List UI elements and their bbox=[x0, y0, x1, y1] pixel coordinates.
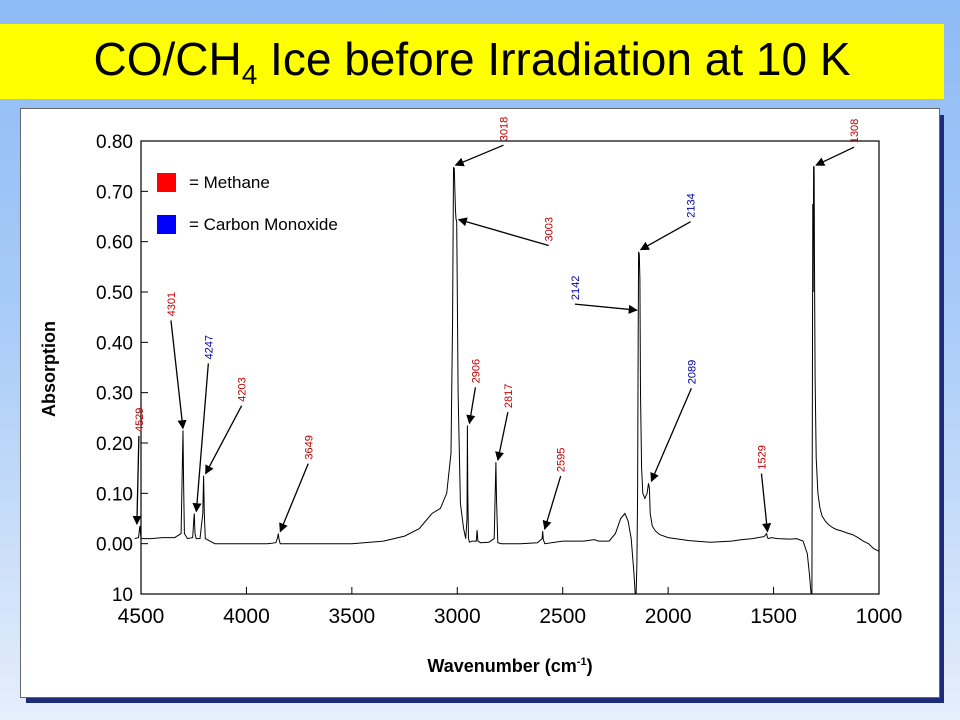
annotation-arrow bbox=[279, 463, 309, 533]
y-tick-label: 0.80 bbox=[96, 132, 133, 153]
spectrum-chart: 10 0.00 0.10 0.20 0.30 0.40 0.50 0.60 0.70 0.80 4… bbox=[39, 117, 903, 676]
x-tick-label: 3500 bbox=[328, 605, 375, 628]
y-tick-label: 0.30 bbox=[96, 384, 133, 405]
plot-frame bbox=[140, 140, 880, 595]
annotation-label: 4301 bbox=[166, 292, 178, 316]
annotation-label: 3649 bbox=[303, 435, 315, 459]
x-tick-label: 4500 bbox=[118, 605, 165, 628]
x-tick-label: 1500 bbox=[750, 605, 797, 628]
x-tick-label: 2500 bbox=[539, 605, 586, 628]
x-tick-label: 4000 bbox=[223, 605, 270, 628]
y-tick-label: 0.50 bbox=[96, 283, 133, 304]
annotation-arrow bbox=[454, 144, 504, 167]
title-subscript: 4 bbox=[241, 59, 258, 90]
y-axis-label: Absorption bbox=[39, 321, 59, 417]
annotation-arrow bbox=[574, 303, 638, 314]
spectrum-line bbox=[134, 165, 880, 595]
annotation-arrow bbox=[466, 387, 477, 425]
legend-label-methane: = Methane bbox=[189, 173, 270, 192]
x-tick-label: 1000 bbox=[856, 605, 903, 628]
annotation-arrow bbox=[542, 475, 562, 530]
legend-swatch-methane bbox=[157, 173, 176, 192]
annotation-label: 2817 bbox=[503, 384, 515, 408]
y-tick-label: 0.00 bbox=[96, 535, 133, 556]
annotation-label: 1308 bbox=[849, 119, 861, 143]
annotation-arrow bbox=[495, 411, 509, 462]
annotation-label: 4203 bbox=[237, 377, 249, 401]
annotation-arrow bbox=[132, 436, 142, 525]
annotation-arrow bbox=[650, 388, 692, 483]
annotation-label: 4247 bbox=[203, 335, 215, 359]
annotation-label: 2134 bbox=[686, 193, 698, 217]
y-tick-label: 0.40 bbox=[96, 333, 133, 354]
annotation-arrow bbox=[192, 363, 209, 513]
x-axis-label-main: Wavenumber (cm bbox=[427, 656, 576, 676]
legend-label-carbon-monoxide: = Carbon Monoxide bbox=[189, 215, 338, 234]
annotation-label: 2906 bbox=[470, 359, 482, 383]
annotation-arrow bbox=[170, 320, 187, 430]
annotation-label: 2595 bbox=[556, 448, 568, 472]
annotation-arrow bbox=[205, 405, 243, 475]
legend: = Methane = Carbon Monoxide bbox=[157, 173, 338, 234]
x-axis-label-end: ) bbox=[587, 656, 593, 676]
annotation-arrow bbox=[760, 473, 772, 533]
annotation-label: 2089 bbox=[686, 360, 698, 384]
title-main: CO/CH bbox=[93, 33, 242, 85]
legend-swatch-carbon-monoxide bbox=[157, 215, 176, 234]
annotation-label: 3003 bbox=[544, 217, 556, 241]
title-bar: CO/CH4 Ice before Irradiation at 10 K bbox=[0, 24, 944, 99]
slide-title: CO/CH4 Ice before Irradiation at 10 K bbox=[93, 32, 850, 91]
x-tick-label: 3000 bbox=[434, 605, 481, 628]
annotation-label: 1529 bbox=[756, 445, 768, 469]
y-tick-label: 10 bbox=[112, 585, 133, 606]
title-rest: Ice before Irradiation at 10 K bbox=[257, 33, 851, 85]
y-tick-label: 0.60 bbox=[96, 233, 133, 254]
y-tick-label: 0.20 bbox=[96, 434, 133, 455]
chart-panel: 10 0.00 0.10 0.20 0.30 0.40 0.50 0.60 0.70 0.80 4… bbox=[20, 108, 940, 698]
annotation-label: 4529 bbox=[134, 408, 146, 432]
x-tick-label: 2000 bbox=[645, 605, 692, 628]
x-axis-ticks: 4500 4000 3500 3000 2500 2000 1500 1000 bbox=[118, 587, 903, 628]
annotation-arrow bbox=[639, 221, 691, 251]
y-tick-label: 0.10 bbox=[96, 484, 133, 505]
annotation-label: 3018 bbox=[498, 117, 510, 141]
y-axis-ticks: 10 0.00 0.10 0.20 0.30 0.40 0.50 0.60 0.70 0.80 bbox=[96, 132, 148, 606]
x-axis-label-sup: -1 bbox=[577, 656, 587, 668]
x-axis-label: Wavenumber (cm-1) bbox=[427, 656, 592, 676]
y-tick-label: 0.70 bbox=[96, 182, 133, 203]
annotation-arrow bbox=[815, 146, 855, 166]
annotation-label: 2142 bbox=[570, 276, 582, 300]
peak-annotations: 4529 4301 4247 4203 3649 3018 3003 2906 2817 2595… bbox=[132, 117, 861, 533]
annotation-arrow bbox=[457, 217, 549, 247]
